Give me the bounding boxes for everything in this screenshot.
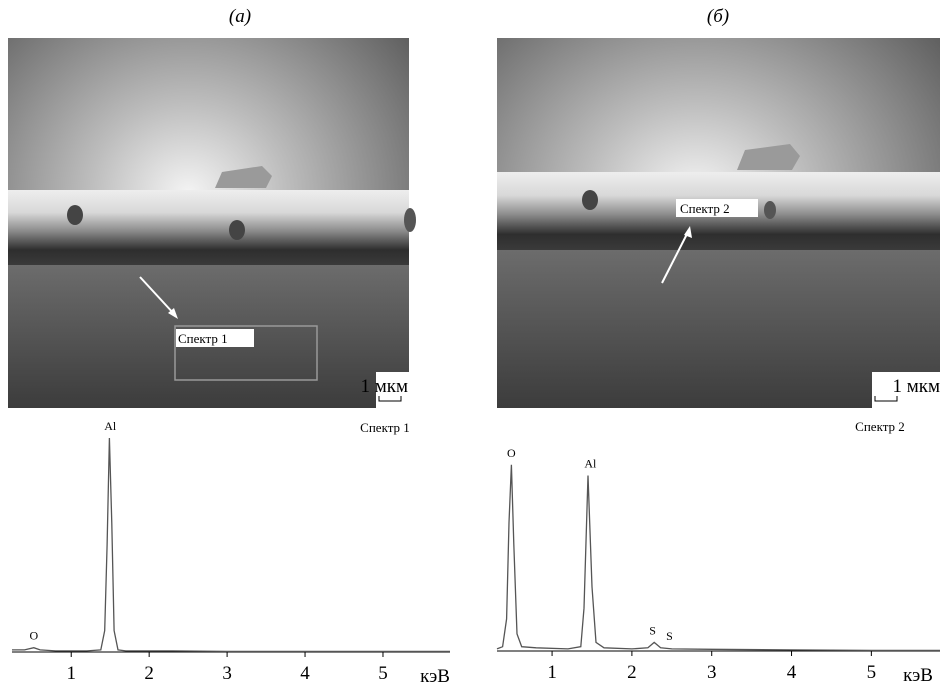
peak-label: S bbox=[666, 629, 673, 643]
x-tick-label: 3 bbox=[222, 663, 232, 684]
peak-label: Al bbox=[104, 419, 117, 433]
sem-image bbox=[497, 38, 940, 408]
spectrum-line bbox=[12, 437, 450, 653]
peak-label: S bbox=[649, 623, 656, 637]
image-label: Спектр 1 bbox=[178, 331, 228, 346]
x-tick-label: 4 bbox=[300, 663, 310, 684]
x-tick-label: 4 bbox=[787, 662, 797, 683]
x-tick-label: 1 bbox=[66, 663, 76, 684]
scale-bar bbox=[378, 396, 402, 402]
x-tick-label: 3 bbox=[707, 662, 717, 683]
x-tick-label: 2 bbox=[144, 663, 154, 684]
scale-bar bbox=[874, 396, 898, 402]
peak-label: O bbox=[29, 629, 38, 643]
x-tick-label: 5 bbox=[867, 662, 877, 683]
peak-label: Al bbox=[584, 457, 597, 471]
image-label: Спектр 2 bbox=[680, 201, 730, 216]
x-tick-label: 2 bbox=[627, 662, 637, 683]
peak-label: O bbox=[507, 446, 516, 460]
x-axis-label: кэВ bbox=[420, 666, 450, 686]
panel-label: (б) bbox=[707, 6, 729, 27]
sem-image bbox=[8, 38, 416, 408]
x-axis-label: кэВ bbox=[903, 665, 933, 686]
x-tick-label: 1 bbox=[547, 662, 557, 683]
scale-label: 1 мкм bbox=[892, 376, 940, 397]
x-tick-label: 5 bbox=[378, 663, 388, 684]
scale-label: 1 мкм bbox=[360, 376, 408, 397]
spectrum-title: Спектр 1 bbox=[360, 420, 410, 435]
spectrum-title: Спектр 2 bbox=[855, 419, 905, 434]
panel-label: (а) bbox=[229, 6, 251, 27]
spectrum-line bbox=[496, 464, 940, 652]
